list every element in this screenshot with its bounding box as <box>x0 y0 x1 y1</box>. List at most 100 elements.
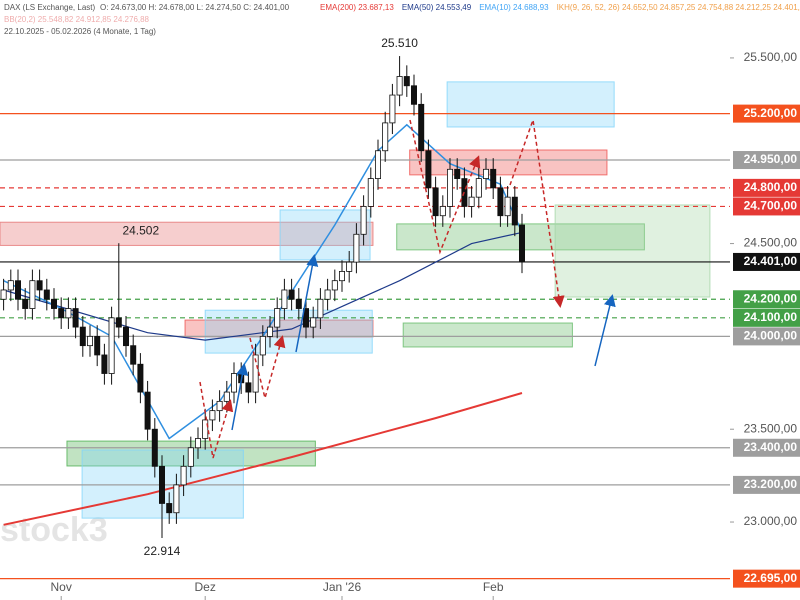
candle <box>259 325 266 367</box>
candle-body <box>295 298 302 309</box>
candle <box>108 306 115 385</box>
candle-body <box>317 298 324 319</box>
level-label: 23.200,00 <box>744 477 798 491</box>
level-label: 22.695,00 <box>744 571 798 585</box>
candle <box>324 278 331 311</box>
level-label: 24.950,00 <box>744 152 798 166</box>
y-tick-label: 23.500,00 <box>744 421 798 435</box>
candle-body <box>439 206 446 217</box>
arrow <box>594 294 616 367</box>
x-tick-label: Nov <box>51 580 72 594</box>
candle-body <box>259 335 266 356</box>
zone <box>204 309 373 354</box>
candle <box>101 343 108 385</box>
y-tick-label: 23.000,00 <box>744 514 798 528</box>
candle-body <box>396 76 403 96</box>
header-indicator: EMA(10) 24.688,93 <box>479 3 549 12</box>
candle <box>266 315 273 348</box>
candle <box>51 288 58 320</box>
candle <box>274 297 281 339</box>
candle-body <box>490 168 497 189</box>
level-label-box <box>733 569 800 588</box>
labels: 25.200,00 24.950,00 24.800,00 24.700,00 24.4… <box>51 36 800 600</box>
candle-body <box>144 391 151 430</box>
candle-body <box>94 335 101 356</box>
candle-body <box>209 410 216 421</box>
level-label: 24.700,00 <box>744 199 798 213</box>
level-label: 24.000,00 <box>744 329 798 343</box>
candle-body <box>360 206 367 235</box>
candle <box>137 353 144 404</box>
level-label: 24.401,00 <box>744 254 798 268</box>
candle-body <box>519 224 526 263</box>
level-label-box <box>733 178 800 197</box>
zones: stock3 <box>0 81 711 549</box>
candle <box>425 139 432 200</box>
candle <box>216 390 223 422</box>
annotation: 25.510 <box>381 36 418 50</box>
candle-body <box>123 326 130 347</box>
indicator-lines <box>3 123 523 526</box>
candle-body <box>216 400 223 412</box>
candle-body <box>482 168 489 179</box>
candle-body <box>504 196 511 217</box>
candle <box>144 380 151 441</box>
level-label-box <box>733 197 800 216</box>
candle-body <box>87 335 94 347</box>
candle-body <box>288 289 295 300</box>
indicator-line <box>3 392 523 526</box>
header-indicator: EMA(200) 23.687,13 <box>320 3 394 12</box>
level-label-box <box>733 104 800 123</box>
candle-body <box>72 308 79 328</box>
candle <box>468 186 475 218</box>
watermark: stock3 <box>0 511 108 549</box>
candle-body <box>0 289 7 300</box>
candle <box>490 158 497 200</box>
candle <box>94 325 101 367</box>
candle-body <box>382 122 389 152</box>
candle-body <box>58 308 65 319</box>
candle <box>230 362 237 404</box>
candle <box>374 139 381 190</box>
candle <box>439 195 446 227</box>
candle <box>338 260 345 292</box>
candle-body <box>511 196 518 226</box>
candle <box>288 278 295 311</box>
candle-body <box>36 280 43 291</box>
annotation: 24.502 <box>122 223 159 237</box>
candle-body <box>194 438 201 449</box>
header-bb: BB(20,2) 25.548,82 24.912,85 24.276,88 <box>4 15 150 24</box>
arrow <box>409 119 481 255</box>
arrow <box>199 381 234 459</box>
candle <box>504 186 511 227</box>
candle <box>7 269 14 302</box>
header-title: DAX (LS Exchange, Last) <box>4 3 95 12</box>
candle-body <box>367 178 374 207</box>
candle <box>302 297 309 339</box>
level-label-box <box>733 308 800 327</box>
candle-body <box>324 289 331 300</box>
zone <box>402 322 573 348</box>
candle <box>360 195 367 246</box>
candle-body <box>158 465 165 504</box>
candle <box>353 223 360 274</box>
level-label-box <box>733 327 800 346</box>
candle <box>194 427 201 459</box>
candle-body <box>22 298 29 309</box>
candle-body <box>29 280 36 309</box>
indicator-line <box>3 123 523 440</box>
zone <box>446 81 615 128</box>
candle <box>0 278 7 311</box>
candle <box>482 158 489 190</box>
candle <box>432 176 439 227</box>
candle-body <box>410 85 417 105</box>
arrow <box>295 254 319 353</box>
candle-body <box>353 233 360 263</box>
candle-body <box>454 168 461 179</box>
candle <box>202 408 209 450</box>
candle <box>43 278 50 311</box>
candle-body <box>51 298 58 309</box>
candle-body <box>346 261 353 272</box>
candle <box>58 297 65 329</box>
